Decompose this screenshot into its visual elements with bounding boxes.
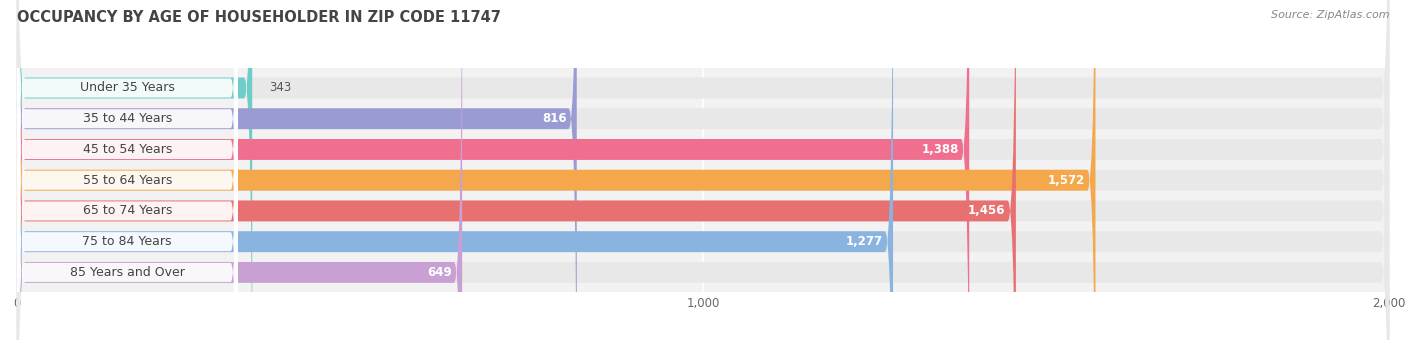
Text: 55 to 64 Years: 55 to 64 Years (83, 174, 172, 187)
FancyBboxPatch shape (17, 0, 238, 340)
FancyBboxPatch shape (17, 0, 1389, 340)
FancyBboxPatch shape (17, 0, 576, 340)
FancyBboxPatch shape (17, 0, 1017, 340)
Text: Under 35 Years: Under 35 Years (80, 82, 174, 95)
FancyBboxPatch shape (17, 0, 238, 340)
FancyBboxPatch shape (17, 0, 893, 340)
FancyBboxPatch shape (17, 0, 252, 340)
Text: 1,456: 1,456 (969, 204, 1005, 218)
FancyBboxPatch shape (17, 0, 1389, 340)
FancyBboxPatch shape (17, 0, 1389, 340)
FancyBboxPatch shape (17, 0, 238, 340)
Text: 1,277: 1,277 (845, 235, 883, 248)
FancyBboxPatch shape (17, 0, 1389, 340)
Text: 65 to 74 Years: 65 to 74 Years (83, 204, 172, 218)
Text: 1,388: 1,388 (921, 143, 959, 156)
Text: 85 Years and Over: 85 Years and Over (70, 266, 184, 279)
Text: OCCUPANCY BY AGE OF HOUSEHOLDER IN ZIP CODE 11747: OCCUPANCY BY AGE OF HOUSEHOLDER IN ZIP C… (17, 10, 501, 25)
Text: 35 to 44 Years: 35 to 44 Years (83, 112, 172, 125)
FancyBboxPatch shape (17, 0, 1389, 340)
Text: Source: ZipAtlas.com: Source: ZipAtlas.com (1271, 10, 1389, 20)
FancyBboxPatch shape (17, 0, 1389, 340)
FancyBboxPatch shape (17, 0, 1095, 340)
FancyBboxPatch shape (17, 0, 969, 340)
FancyBboxPatch shape (17, 0, 238, 340)
Text: 816: 816 (541, 112, 567, 125)
Text: 649: 649 (427, 266, 451, 279)
Text: 343: 343 (270, 82, 291, 95)
Text: 1,572: 1,572 (1047, 174, 1085, 187)
FancyBboxPatch shape (17, 0, 238, 340)
Text: 75 to 84 Years: 75 to 84 Years (83, 235, 172, 248)
FancyBboxPatch shape (17, 0, 463, 340)
FancyBboxPatch shape (17, 0, 238, 340)
FancyBboxPatch shape (17, 0, 1389, 340)
FancyBboxPatch shape (17, 0, 238, 340)
Text: 45 to 54 Years: 45 to 54 Years (83, 143, 172, 156)
